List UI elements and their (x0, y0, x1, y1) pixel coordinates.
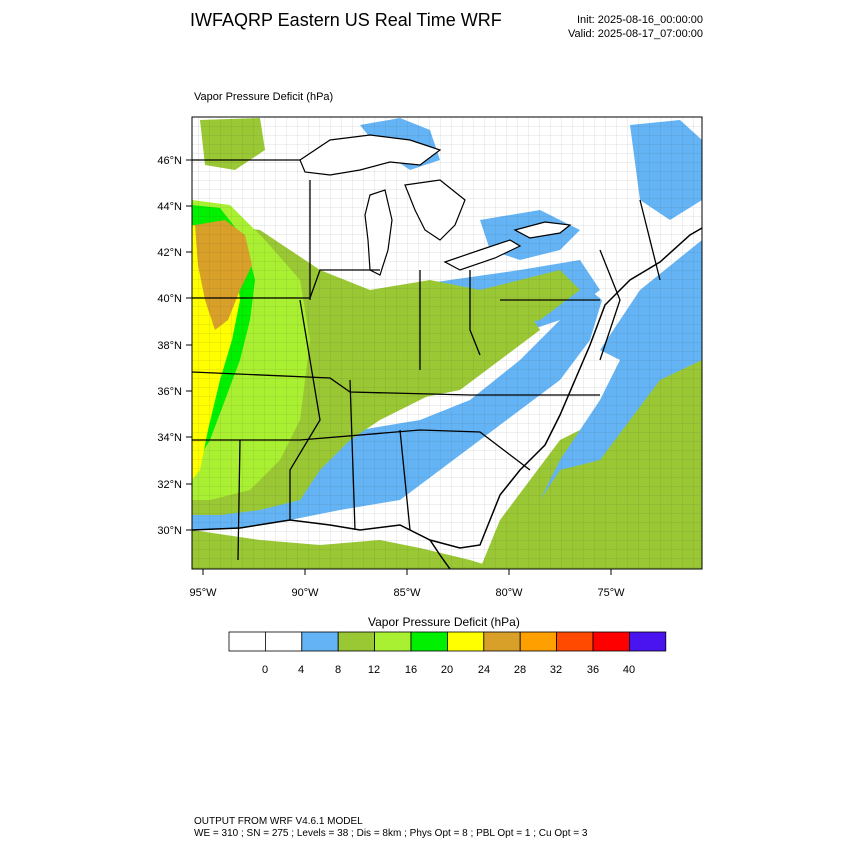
colorbar-label: 20 (441, 664, 453, 676)
colorbar-label: 40 (623, 664, 635, 676)
lon-label: 80°W (495, 587, 523, 599)
colorbar-swatch (592, 631, 630, 652)
colorbar-swatch (374, 631, 412, 652)
colorbar-label: 36 (587, 664, 599, 676)
lon-label: 75°W (597, 587, 625, 599)
colorbar-label: 16 (405, 664, 417, 676)
colorbar-swatch (556, 631, 594, 652)
colorbar-label: 12 (368, 664, 380, 676)
lon-label: 90°W (291, 587, 319, 599)
lake-superior (299, 134, 442, 176)
plot-title: IWFAQRP Eastern US Real Time WRF (190, 10, 502, 30)
lon-label: 85°W (393, 587, 421, 599)
colorbar-title: Vapor Pressure Deficit (hPa) (368, 615, 520, 629)
colorbar-swatch (519, 631, 558, 652)
colorbar-labels: 0 4 8 12 16 20 24 28 32 36 40 (262, 664, 635, 676)
lat-label: 36°N (157, 386, 182, 398)
colorbar-swatch (629, 631, 667, 652)
lat-label: 32°N (157, 479, 182, 491)
colorbar-swatch (446, 631, 485, 652)
lat-label: 42°N (157, 247, 182, 259)
lat-label: 40°N (157, 293, 182, 305)
colorbar-swatch (301, 631, 339, 652)
colorbar-label: 4 (298, 664, 304, 676)
lake-michigan (364, 189, 393, 276)
colorbar-swatch (264, 631, 303, 652)
lat-label: 44°N (157, 201, 182, 213)
lake-ontario (513, 221, 572, 239)
lat-label: 38°N (157, 340, 182, 352)
lake-huron (404, 179, 466, 241)
lat-label: 30°N (157, 525, 182, 537)
county-lines (192, 117, 702, 569)
footer-settings: WE = 310 ; SN = 275 ; Levels = 38 ; Dis … (194, 828, 588, 839)
valid-time: Valid: 2025-08-17_07:00:00 (568, 28, 703, 40)
colorbar-swatch (337, 631, 376, 652)
colorbar-swatch (410, 631, 448, 652)
lon-ticks (202, 569, 612, 575)
lat-ticks (186, 159, 192, 531)
colorbar-label: 0 (262, 664, 268, 676)
init-time: Init: 2025-08-16_00:00:00 (577, 14, 703, 26)
state-borders (192, 159, 661, 561)
colorbar-label: 28 (514, 664, 526, 676)
map-frame (191, 116, 703, 570)
colorbar (228, 631, 667, 652)
coastline (192, 227, 702, 549)
footer-model: OUTPUT FROM WRF V4.6.1 MODEL (194, 816, 363, 827)
lon-labels: 95°W 90°W 85°W 80°W 75°W (189, 587, 625, 599)
colorbar-label: 8 (335, 664, 341, 676)
map-area (192, 117, 702, 569)
colorbar-label: 32 (550, 664, 562, 676)
colorbar-swatch (483, 631, 521, 652)
lon-label: 95°W (189, 587, 217, 599)
field-label: Vapor Pressure Deficit (hPa) (194, 91, 334, 103)
lat-label: 34°N (157, 432, 182, 444)
colorbar-swatch (228, 631, 266, 652)
colorbar-label: 24 (478, 664, 490, 676)
lat-label: 46°N (157, 155, 182, 167)
lat-labels: 46°N 44°N 42°N 40°N 38°N 36°N 34°N 32°N … (157, 155, 182, 537)
florida-coast (429, 539, 451, 569)
lake-erie (443, 239, 522, 271)
